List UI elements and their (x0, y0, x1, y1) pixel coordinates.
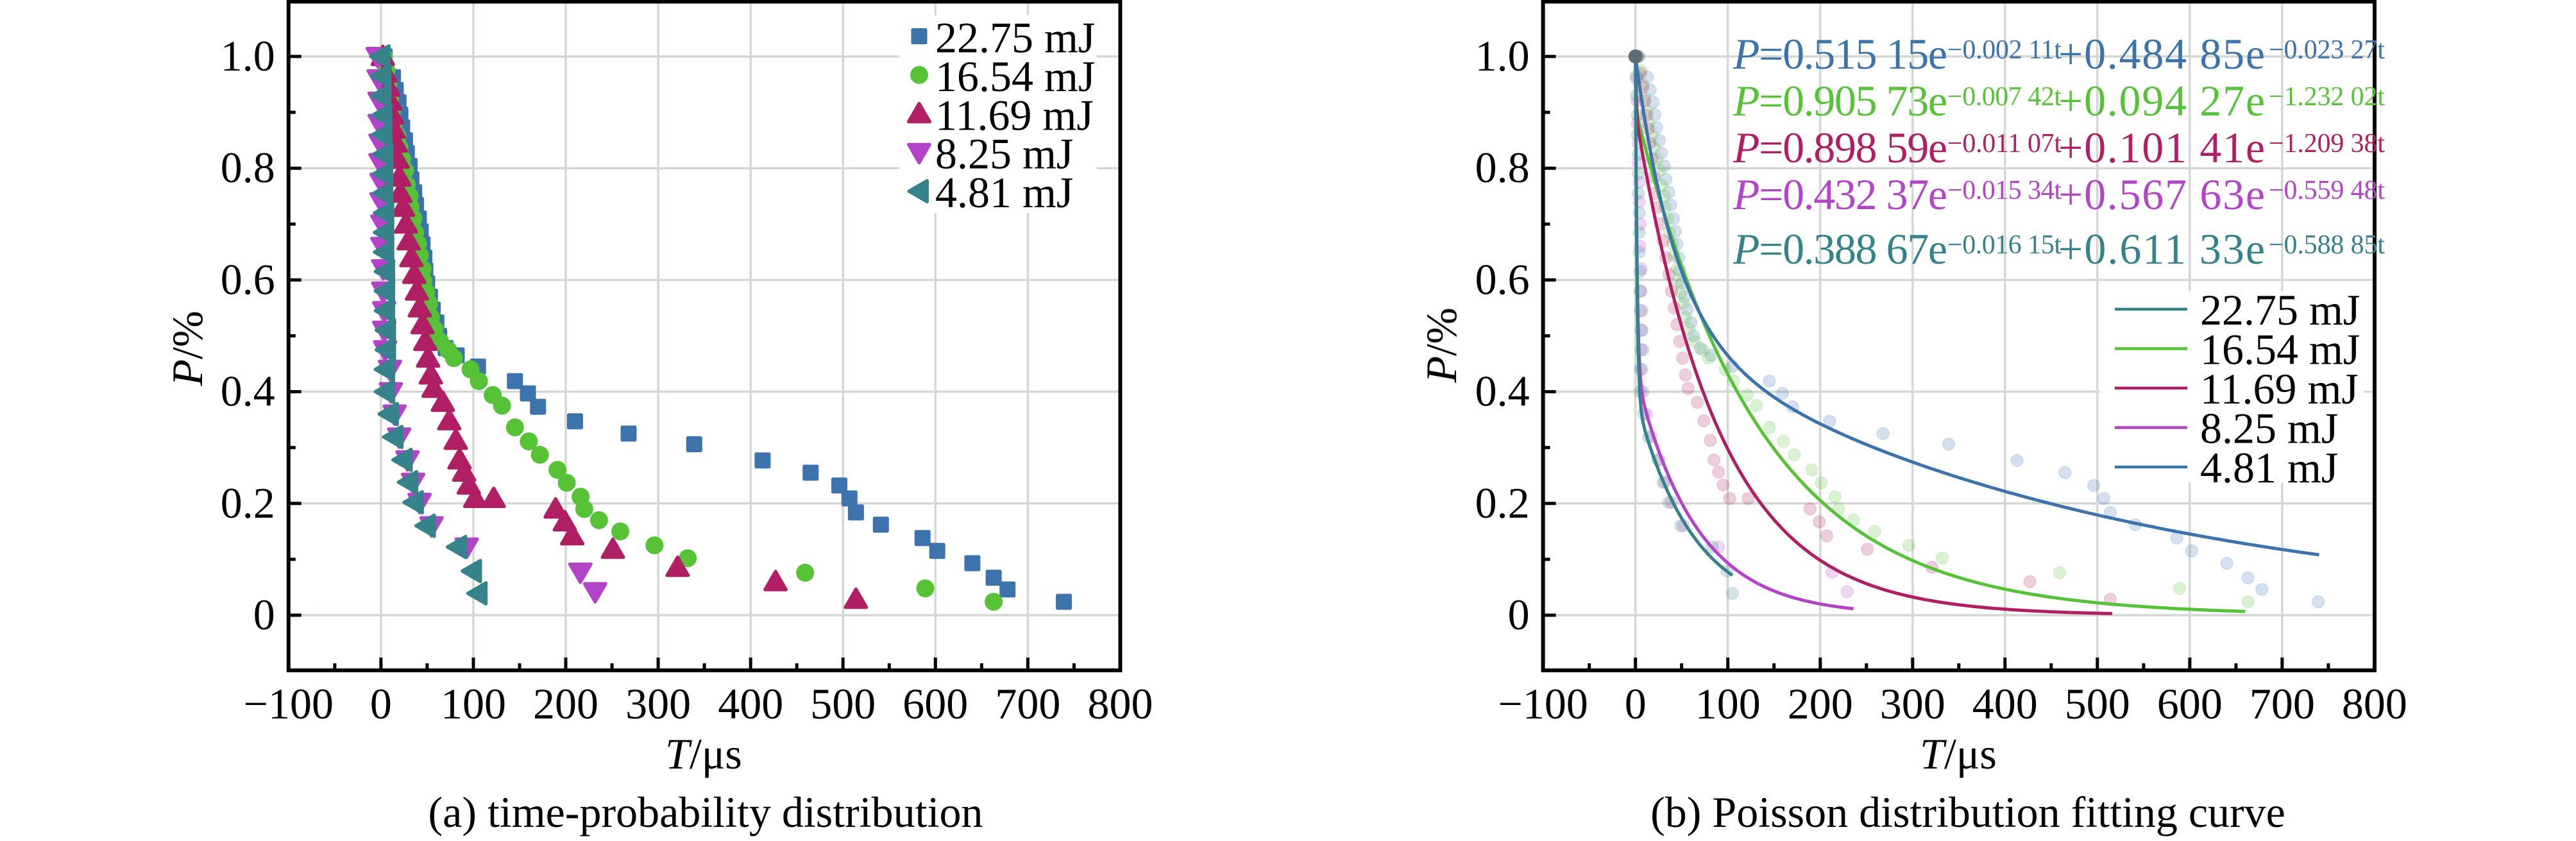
svg-text:−100: −100 (1498, 679, 1588, 728)
svg-text:+0.611 33e: +0.611 33e (2058, 225, 2265, 273)
svg-text:700: 700 (2250, 679, 2315, 728)
svg-text:−0.015 34t: −0.015 34t (1947, 176, 2062, 205)
svg-text:P=0.905 73e: P=0.905 73e (1733, 76, 1947, 125)
svg-text:100: 100 (441, 679, 506, 728)
svg-text:−0.016 15t: −0.016 15t (1947, 230, 2062, 260)
svg-text:1.0: 1.0 (1475, 31, 1530, 80)
svg-text:11.69 mJ: 11.69 mJ (2200, 364, 2359, 413)
svg-text:−1.209 38t: −1.209 38t (2269, 129, 2385, 158)
svg-text:−0.002 11t: −0.002 11t (1947, 35, 2062, 65)
svg-text:0.8: 0.8 (221, 143, 275, 192)
svg-text:0.2: 0.2 (221, 479, 275, 527)
svg-text:400: 400 (1972, 679, 2038, 728)
svg-text:4.81 mJ: 4.81 mJ (2200, 443, 2338, 492)
svg-text:0: 0 (1625, 679, 1647, 728)
svg-text:500: 500 (2065, 679, 2130, 728)
svg-text:100: 100 (1695, 679, 1761, 728)
svg-text:+0.094 27e: +0.094 27e (2058, 76, 2265, 125)
svg-text:T/μs: T/μs (665, 729, 742, 778)
svg-text:−0.588 85t: −0.588 85t (2269, 230, 2385, 260)
svg-text:(b) Poisson distribution fitti: (b) Poisson distribution fitting curve (1650, 788, 2285, 837)
svg-text:300: 300 (1880, 679, 1945, 728)
svg-text:4.81 mJ: 4.81 mJ (935, 168, 1073, 217)
svg-text:0: 0 (1508, 590, 1530, 639)
svg-text:+0.484 85e: +0.484 85e (2058, 30, 2265, 78)
svg-text:+0.101 41e: +0.101 41e (2058, 123, 2265, 172)
svg-text:P=0.432 37e: P=0.432 37e (1733, 170, 1947, 219)
svg-text:P=0.388 67e: P=0.388 67e (1733, 225, 1947, 273)
svg-text:0.4: 0.4 (1475, 367, 1530, 416)
svg-text:800: 800 (2342, 679, 2407, 728)
svg-text:11.69 mJ: 11.69 mJ (935, 90, 1094, 139)
svg-text:8.25 mJ: 8.25 mJ (935, 130, 1073, 178)
svg-text:0: 0 (253, 590, 275, 639)
svg-text:+0.567 63e: +0.567 63e (2058, 170, 2265, 219)
svg-text:700: 700 (995, 679, 1060, 728)
svg-text:−1.232 02t: −1.232 02t (2269, 82, 2385, 112)
svg-text:22.75 mJ: 22.75 mJ (935, 13, 1095, 62)
svg-text:1.0: 1.0 (221, 31, 275, 80)
svg-text:P=0.898 59e: P=0.898 59e (1733, 123, 1947, 172)
svg-text:500: 500 (810, 679, 876, 728)
svg-text:P/%: P/% (1417, 307, 1466, 383)
svg-text:22.75 mJ: 22.75 mJ (2200, 285, 2360, 334)
svg-text:0.6: 0.6 (221, 255, 275, 303)
svg-text:300: 300 (625, 679, 691, 728)
svg-text:200: 200 (1788, 679, 1853, 728)
svg-text:0.8: 0.8 (1475, 143, 1530, 192)
svg-text:P=0.515 15e: P=0.515 15e (1733, 30, 1947, 78)
svg-text:600: 600 (2157, 679, 2223, 728)
svg-text:200: 200 (533, 679, 598, 728)
svg-text:8.25 mJ: 8.25 mJ (2200, 404, 2338, 453)
svg-text:P/%: P/% (163, 310, 212, 386)
svg-text:T/μs: T/μs (1920, 729, 1997, 778)
svg-text:−0.023 27t: −0.023 27t (2269, 35, 2385, 65)
svg-text:0.2: 0.2 (1475, 479, 1530, 527)
svg-text:600: 600 (902, 679, 968, 728)
svg-text:400: 400 (718, 679, 783, 728)
svg-text:0.6: 0.6 (1475, 255, 1530, 303)
svg-text:16.54 mJ: 16.54 mJ (935, 52, 1095, 101)
svg-text:16.54 mJ: 16.54 mJ (2200, 325, 2360, 374)
svg-text:−100: −100 (244, 679, 334, 728)
svg-text:(a) time-probability distribut: (a) time-probability distribution (428, 788, 983, 837)
svg-text:0: 0 (370, 679, 392, 728)
svg-text:0.4: 0.4 (221, 367, 275, 416)
svg-text:−0.011 07t: −0.011 07t (1947, 129, 2062, 158)
svg-text:800: 800 (1088, 679, 1153, 728)
svg-text:−0.007 42t: −0.007 42t (1947, 82, 2062, 112)
svg-text:−0.559 48t: −0.559 48t (2269, 176, 2385, 205)
